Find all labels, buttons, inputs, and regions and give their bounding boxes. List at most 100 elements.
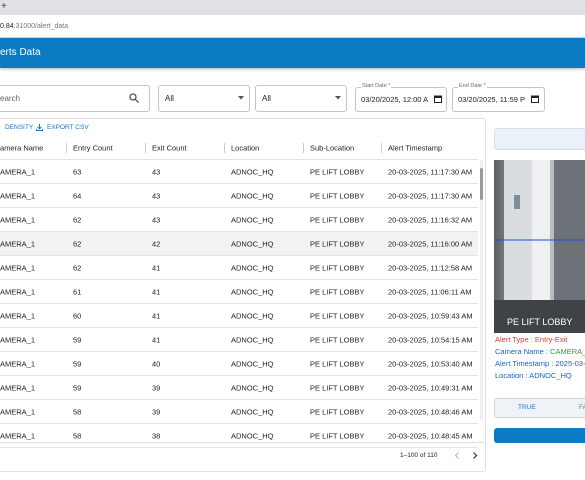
table-cell: 20-03-2025, 11:16:00 AM <box>388 239 473 249</box>
scrollbar-thumb[interactable] <box>480 168 483 200</box>
select-value: All <box>165 94 174 103</box>
table-cell: 41 <box>152 263 161 273</box>
column-separator <box>224 143 225 153</box>
table-cell: 60 <box>73 311 82 321</box>
table-row[interactable]: AMERA_1 64 43 ADNOC_HQ PE LIFT LOBBY 20-03-20… <box>0 184 478 208</box>
table-row[interactable]: AMERA_1 59 41 ADNOC_HQ PE LIFT LOBBY 20-03-20… <box>0 328 478 352</box>
header-row: amera Name Entry Count Exit Count Location S… <box>0 136 478 160</box>
search-icon[interactable] <box>129 93 139 103</box>
alert-type: Alert Type : Entry-Exit <box>495 335 567 344</box>
table-cell: 63 <box>73 167 82 177</box>
table-cell: 20-03-2025, 11:12:58 AM <box>388 263 473 273</box>
table-row[interactable]: AMERA_1 62 41 ADNOC_HQ PE LIFT LOBBY 20-03-20… <box>0 256 478 280</box>
start-date-label: Start Date * <box>361 83 392 89</box>
table-cell: 41 <box>152 311 161 321</box>
snapshot-caption: PE LIFT LOBBY <box>507 317 573 327</box>
table-cell: 38 <box>152 431 161 441</box>
column-header: Location <box>231 143 260 153</box>
table-cell: AMERA_1 <box>0 287 36 297</box>
column-header: amera Name <box>0 143 44 153</box>
app-header <box>0 38 585 68</box>
table-cell: 59 <box>73 359 82 369</box>
table-cell: 20-03-2025, 11:06:11 AM <box>388 287 472 297</box>
density-button[interactable]: DENSITY <box>5 124 34 131</box>
table-cell: 59 <box>73 335 82 345</box>
column-header: Sub-Location <box>310 143 355 153</box>
table-row[interactable]: AMERA_1 59 39 ADNOC_HQ PE LIFT LOBBY 20-03-20… <box>0 376 478 400</box>
camera-name: Camera Name : CAMERA_ <box>495 347 585 356</box>
table-row[interactable]: AMERA_1 62 43 ADNOC_HQ PE LIFT LOBBY 20-03-20… <box>0 208 478 232</box>
column-separator <box>303 143 304 153</box>
search-field[interactable] <box>0 85 150 112</box>
camera-snapshot <box>494 160 585 333</box>
column-separator <box>381 143 382 153</box>
table-cell: 40 <box>152 359 161 369</box>
toggle-false[interactable]: FA <box>579 404 585 411</box>
table-row[interactable]: AMERA_1 58 38 ADNOC_HQ PE LIFT LOBBY 20-03-20… <box>0 424 478 448</box>
table-cell: AMERA_1 <box>0 263 36 273</box>
table-cell: PE LIFT LOBBY <box>310 311 365 321</box>
table-cell: PE LIFT LOBBY <box>310 239 365 249</box>
start-date-field[interactable] <box>355 87 447 112</box>
calendar-icon[interactable] <box>434 95 442 103</box>
column-header: Exit Count <box>152 143 187 153</box>
table-row[interactable]: AMERA_1 60 41 ADNOC_HQ PE LIFT LOBBY 20-03-20… <box>0 304 478 328</box>
table-row[interactable]: AMERA_1 63 43 ADNOC_HQ PE LIFT LOBBY 20-03-20… <box>0 160 478 184</box>
table-cell: PE LIFT LOBBY <box>310 407 365 417</box>
table-cell: PE LIFT LOBBY <box>310 431 365 441</box>
table-cell: 43 <box>152 167 161 177</box>
table-cell: ADNOC_HQ <box>231 287 274 297</box>
table-row[interactable]: AMERA_1 59 40 ADNOC_HQ PE LIFT LOBBY 20-03-20… <box>0 352 478 376</box>
table-cell: AMERA_1 <box>0 359 36 369</box>
submit-button[interactable] <box>494 428 585 443</box>
table-cell: 58 <box>73 431 82 441</box>
table-cell: ADNOC_HQ <box>231 359 274 369</box>
alert-timestamp-label: Alert Timestamp : <box>495 359 556 368</box>
detail-bar <box>494 128 585 150</box>
table-cell: AMERA_1 <box>0 335 36 345</box>
table-cell: 20-03-2025, 10:53:40 AM <box>388 359 473 369</box>
pagination-range: 1–100 of 110 <box>400 452 438 459</box>
next-page[interactable] <box>472 452 478 459</box>
table-cell: PE LIFT LOBBY <box>310 215 365 225</box>
page-title: erts Data <box>0 47 41 58</box>
end-date-value: 03/20/2025, 11:59 P <box>458 95 526 104</box>
table-cell: ADNOC_HQ <box>231 431 274 441</box>
footer-divider <box>0 442 485 443</box>
column-header: Alert Timestamp <box>388 143 443 153</box>
select-value: All <box>262 94 271 103</box>
table-row[interactable]: AMERA_1 62 42 ADNOC_HQ PE LIFT LOBBY 20-03-20… <box>0 232 478 256</box>
table-cell: AMERA_1 <box>0 311 36 321</box>
url-path: :31000/alert_data <box>13 23 69 30</box>
dropdown-arrow <box>238 96 244 100</box>
export-csv-button[interactable]: EXPORT CSV <box>47 124 89 131</box>
table-cell: AMERA_1 <box>0 239 36 249</box>
calendar-icon[interactable] <box>531 95 539 103</box>
table-cell: PE LIFT LOBBY <box>310 263 365 273</box>
table-cell: 41 <box>152 335 161 345</box>
table-cell: AMERA_1 <box>0 383 36 393</box>
table-panel <box>0 118 486 472</box>
table-cell: PE LIFT LOBBY <box>310 287 365 297</box>
select-field[interactable] <box>158 85 250 112</box>
end-date-field[interactable] <box>452 87 545 112</box>
table-cell: 64 <box>73 191 82 201</box>
table-cell: 62 <box>73 215 82 225</box>
url[interactable]: 0.84:31000/alert_data <box>0 23 68 30</box>
toggle-true[interactable]: TRUE <box>518 404 536 411</box>
select-field[interactable] <box>255 85 347 112</box>
column-separator <box>145 143 146 153</box>
table-row[interactable]: AMERA_1 61 41 ADNOC_HQ PE LIFT LOBBY 20-03-20… <box>0 280 478 304</box>
table-cell: 59 <box>73 383 82 393</box>
table-cell: 39 <box>152 407 161 417</box>
prev-page[interactable] <box>454 452 460 459</box>
table-cell: AMERA_1 <box>0 191 36 201</box>
location-label: Location : <box>495 371 530 380</box>
location: Location : ADNOC_HQ <box>495 371 572 380</box>
table-cell: 41 <box>152 287 161 297</box>
table-row[interactable]: AMERA_1 58 39 ADNOC_HQ PE LIFT LOBBY 20-03-20… <box>0 400 478 424</box>
column-header: Entry Count <box>73 143 113 153</box>
table-cell: 20-03-2025, 10:48:46 AM <box>388 407 473 417</box>
new-tab[interactable]: + <box>1 1 7 12</box>
